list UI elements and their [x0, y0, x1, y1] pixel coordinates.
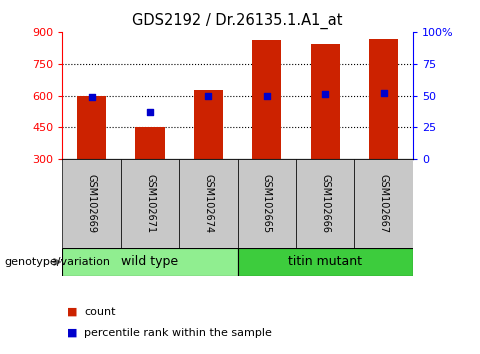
Point: [321, 91, 329, 97]
Bar: [194, 90, 223, 159]
Bar: [238, 248, 413, 276]
Bar: [179, 159, 238, 248]
Text: GSM102669: GSM102669: [86, 174, 96, 233]
Text: GSM102667: GSM102667: [379, 174, 389, 233]
Text: genotype/variation: genotype/variation: [5, 257, 111, 267]
Text: count: count: [84, 307, 116, 316]
Bar: [252, 40, 281, 159]
Text: GSM102671: GSM102671: [145, 174, 155, 233]
Bar: [135, 127, 165, 159]
Point: [380, 90, 387, 96]
Bar: [62, 248, 238, 276]
Text: GSM102674: GSM102674: [204, 174, 214, 233]
Text: titin mutant: titin mutant: [288, 256, 362, 268]
Bar: [296, 159, 354, 248]
Point: [263, 93, 271, 98]
Title: GDS2192 / Dr.26135.1.A1_at: GDS2192 / Dr.26135.1.A1_at: [132, 13, 343, 29]
Text: ■: ■: [67, 328, 78, 338]
Point: [204, 93, 212, 98]
Bar: [62, 159, 121, 248]
Bar: [238, 159, 296, 248]
Text: GSM102666: GSM102666: [320, 174, 330, 233]
Text: wild type: wild type: [121, 256, 179, 268]
Bar: [369, 39, 398, 159]
Bar: [354, 159, 413, 248]
Text: ■: ■: [67, 307, 78, 316]
Text: GSM102665: GSM102665: [262, 174, 272, 233]
Point: [88, 94, 96, 100]
Text: percentile rank within the sample: percentile rank within the sample: [84, 328, 272, 338]
Bar: [77, 96, 106, 159]
Bar: [311, 44, 340, 159]
Bar: [121, 159, 179, 248]
Point: [146, 109, 154, 115]
